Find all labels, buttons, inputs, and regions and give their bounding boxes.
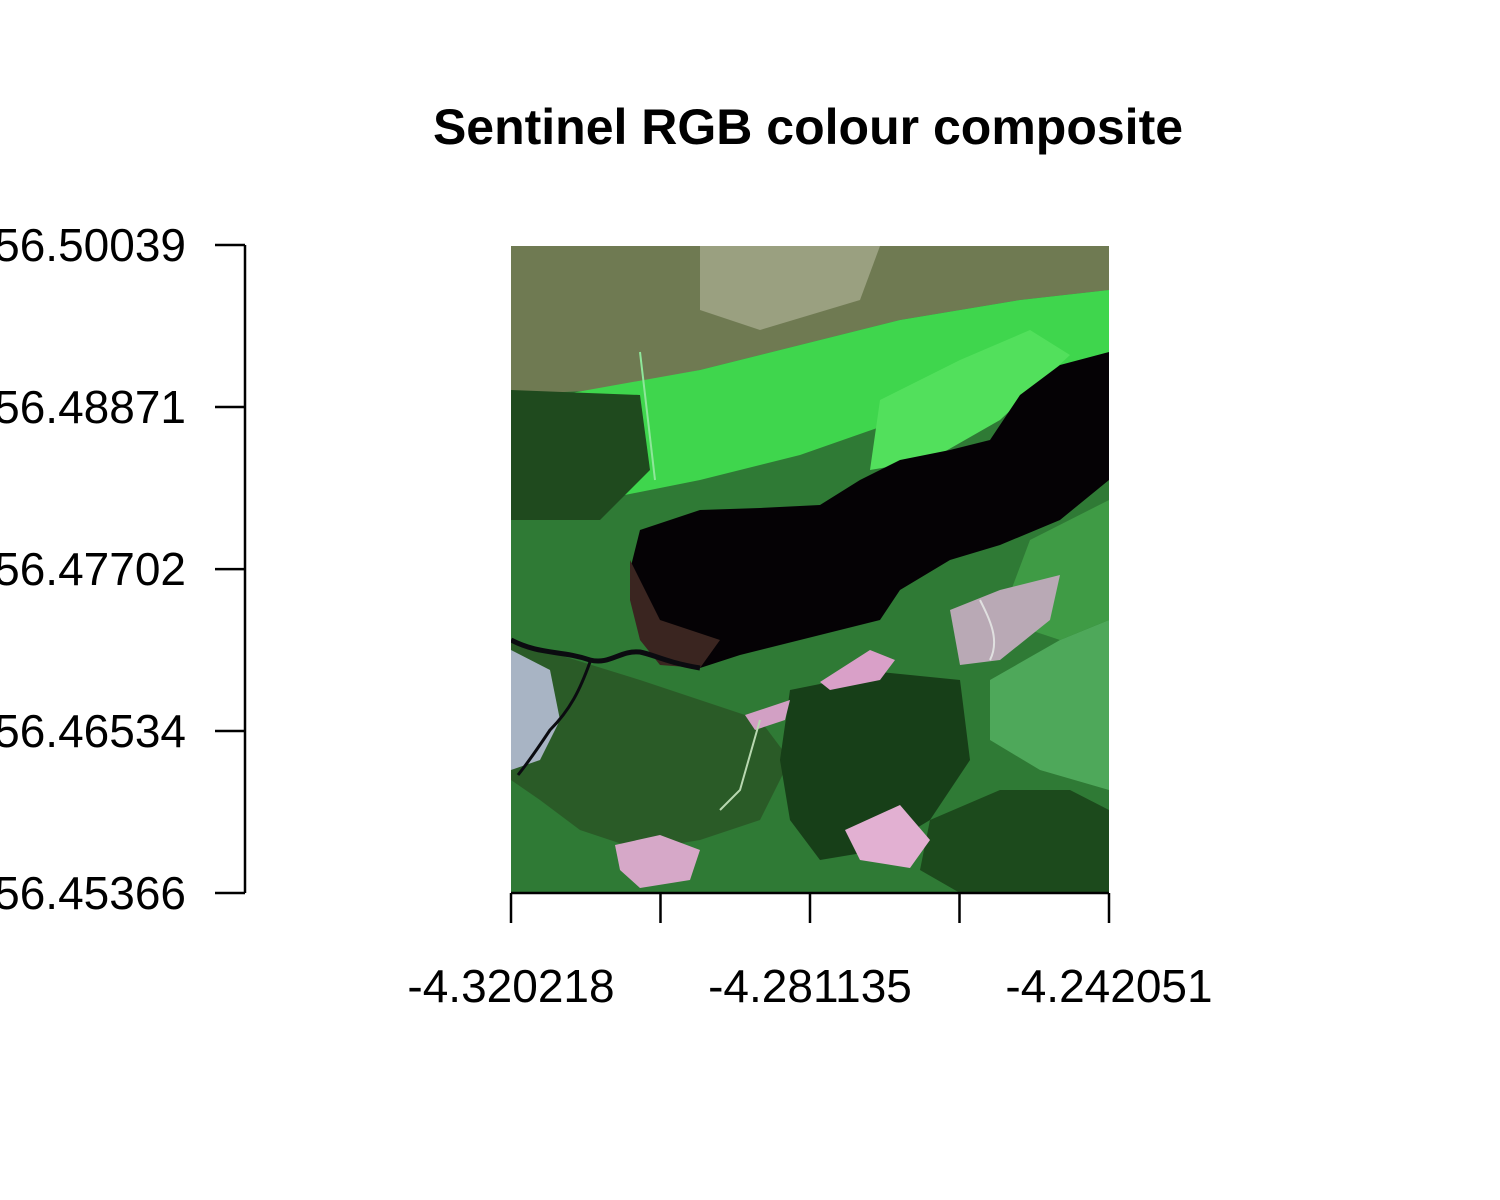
forest-west [511,390,650,520]
loch-delta [630,560,720,668]
river [511,637,701,671]
forest-central [780,672,970,860]
loch-water [630,352,1109,668]
grassland-band-right [870,330,1070,470]
moorland-pale-patch [700,246,880,330]
y-tick-label: 56.48871 [0,381,186,433]
settlement [511,650,560,770]
y-ticks: 56.45366 56.46534 56.47702 56.48871 56.50039 [0,219,245,919]
y-tick-label: 56.47702 [0,543,186,595]
clearfell-south [845,805,930,868]
x-ticks: -4.320218 -4.281135 -4.242051 [407,893,1213,1012]
forest-south-east [920,790,1109,893]
forest-south-west [511,640,790,850]
x-tick-label: -4.281135 [708,960,912,1012]
river-lower [516,661,592,776]
raster-image [511,246,1109,893]
y-axis: 56.45366 56.46534 56.47702 56.48871 56.50039 [0,219,247,919]
clearfell-north [820,650,895,690]
x-tick-label: -4.320218 [407,960,614,1012]
y-tick-label: 56.45366 [0,867,186,919]
track-line [639,351,656,481]
y-tick-label: 56.50039 [0,219,186,271]
grass-south-east [990,620,1109,790]
clearfell-east [950,575,1060,665]
y-tick-label: 56.46534 [0,705,186,757]
x-tick-label: -4.242051 [1005,960,1212,1012]
grassland-band-upper [511,290,1109,505]
x-axis: -4.320218 -4.281135 -4.242051 [407,891,1213,1012]
chart-title: Sentinel RGB colour composite [433,99,1183,155]
clearfell-west [745,700,790,730]
clearfell-southwest [615,835,700,888]
moorland-region [511,246,1109,395]
track-line [979,599,996,661]
track-line [719,719,761,811]
